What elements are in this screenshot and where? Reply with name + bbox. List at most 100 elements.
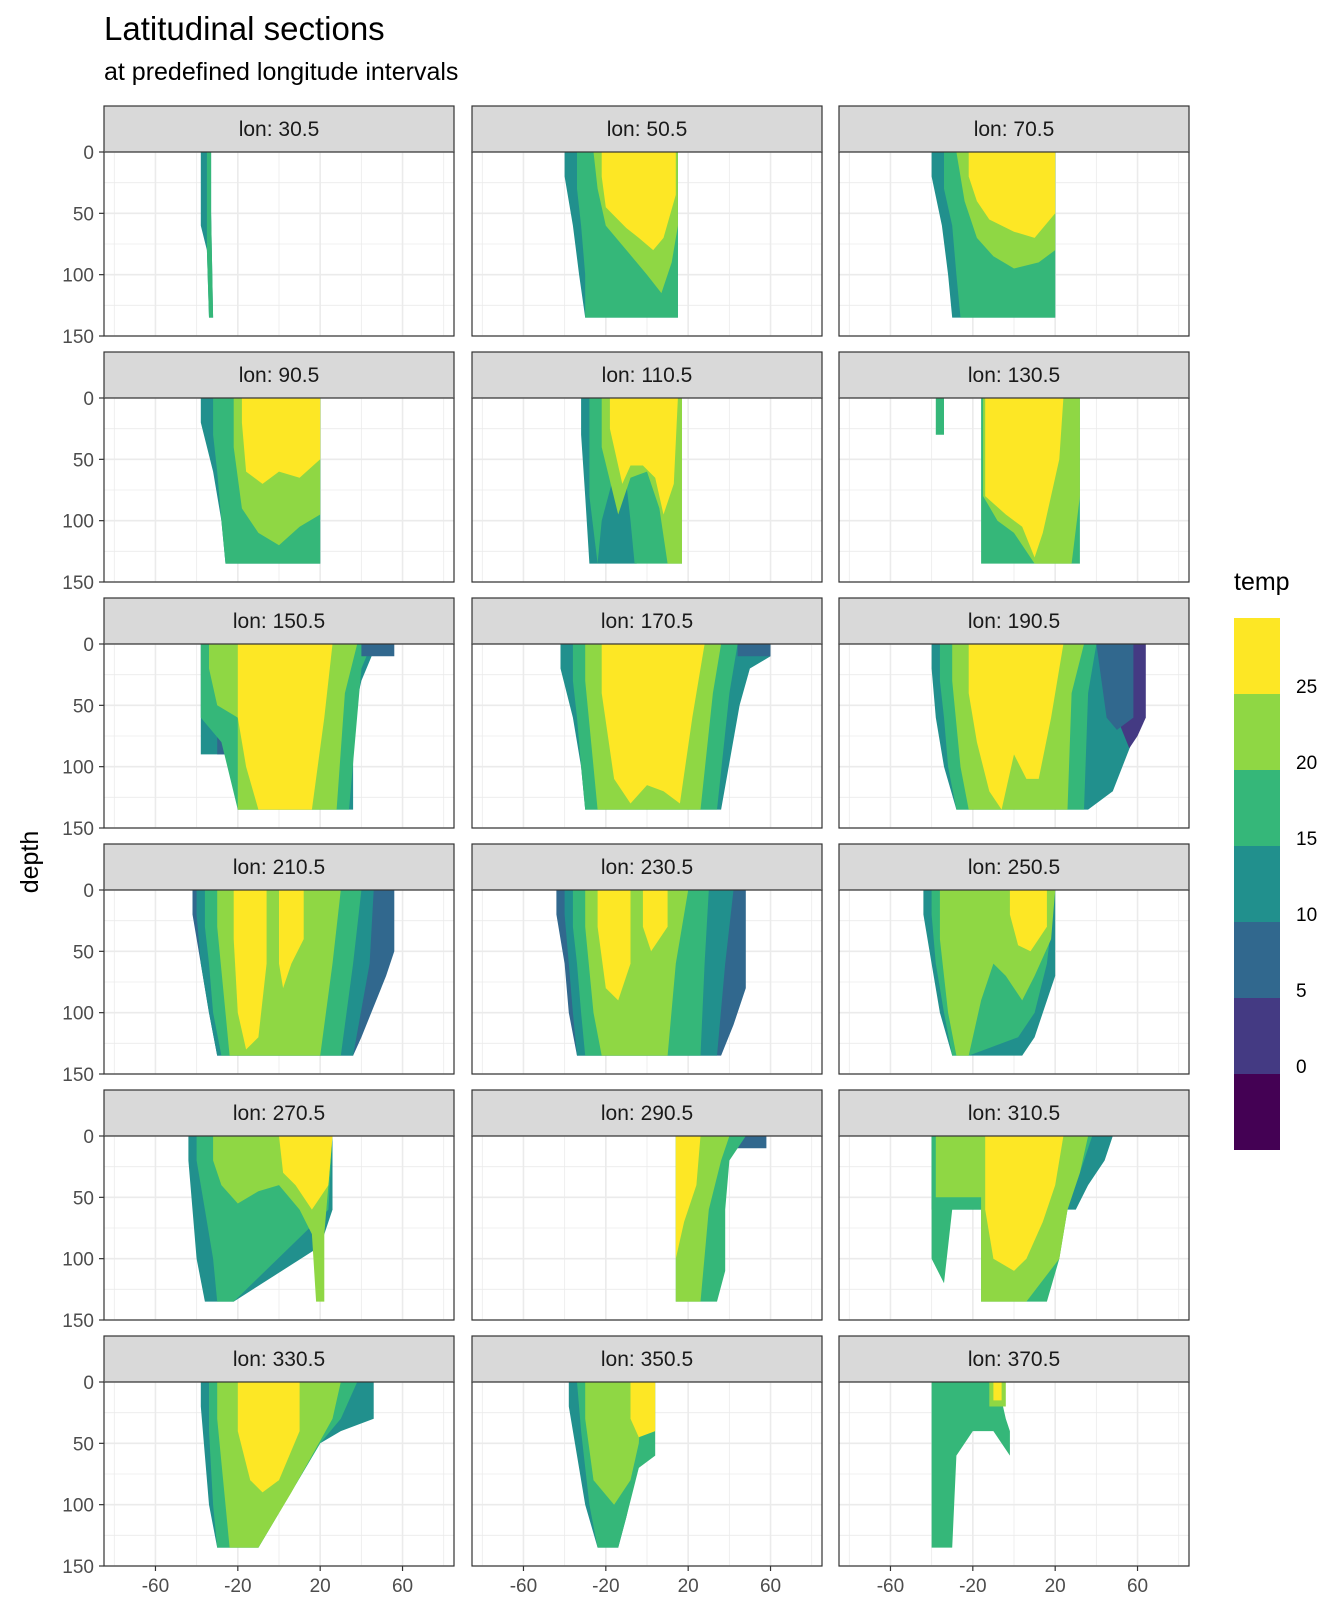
x-tick-label: 20: [310, 1576, 331, 1597]
y-tick-label: 150: [62, 327, 94, 348]
facet-strip: [103, 1089, 455, 1137]
contour-region: [361, 644, 395, 657]
facet-strip: [838, 1089, 1190, 1137]
contour-region: [1009, 890, 1047, 952]
contour-region: [642, 890, 668, 952]
panel-border: [471, 1135, 823, 1321]
panel-border: [838, 1381, 1190, 1567]
facet-strip: [471, 1335, 823, 1383]
y-tick-label: 50: [73, 696, 94, 717]
x-tick-label: -60: [510, 1576, 537, 1597]
facet-panel: lon: 350.5 -60 -20 20 60: [471, 1335, 823, 1597]
facet-strip: [103, 351, 455, 399]
facet-panel: lon: 110.5: [471, 351, 823, 583]
facet-label: lon: 110.5: [602, 364, 693, 387]
panel-border: [103, 397, 455, 583]
panel-border: [103, 643, 455, 829]
facet-panel: lon: 210.5 0 50 100 150: [62, 843, 455, 1086]
chart-subtitle: at predefined longitude intervals: [104, 58, 459, 86]
legend-label: 20: [1296, 753, 1317, 774]
contour-region: [675, 1136, 701, 1259]
y-tick-label: 150: [62, 573, 94, 594]
contour-region: [993, 1382, 1002, 1401]
legend-label: 5: [1296, 981, 1307, 1002]
facet-panel: lon: 170.5: [471, 597, 823, 829]
facet-strip: [471, 843, 823, 891]
y-tick-label: 0: [83, 1127, 94, 1148]
panel-border: [103, 1381, 455, 1567]
y-tick-label: 0: [83, 389, 94, 410]
panel-border: [471, 397, 823, 583]
facet-panel: lon: 150.5 0 50 100 150: [62, 597, 455, 840]
facet-panel: lon: 250.5: [838, 843, 1190, 1075]
facet-strip: [471, 1089, 823, 1137]
contour-region: [609, 398, 678, 515]
y-tick-label: 150: [62, 1065, 94, 1086]
facet-strip: [838, 1335, 1190, 1383]
legend-color-bin: [1234, 846, 1280, 922]
panel-border: [838, 643, 1190, 829]
facet-strip: [838, 105, 1190, 153]
contour-region: [968, 152, 1056, 238]
contour-region: [931, 1382, 1010, 1548]
y-tick-label: 50: [73, 1188, 94, 1209]
contour-region: [206, 152, 214, 318]
contour-region: [985, 398, 1064, 558]
y-tick-label: 0: [83, 143, 94, 164]
y-tick-label: 50: [73, 204, 94, 225]
y-tick-label: 100: [62, 1250, 94, 1271]
legend-color-bin: [1234, 998, 1280, 1074]
x-tick-label: -20: [592, 1576, 619, 1597]
x-tick-label: -20: [959, 1576, 986, 1597]
panel-border: [471, 643, 823, 829]
facet-label: lon: 230.5: [601, 856, 693, 879]
x-tick-label: -20: [224, 1576, 251, 1597]
facet-strip: [838, 843, 1190, 891]
legend-label: 0: [1296, 1057, 1307, 1078]
contour-region: [601, 152, 676, 251]
facet-strip: [838, 597, 1190, 645]
facet-panel: lon: 270.5 0 50 100 150: [62, 1089, 455, 1332]
contour-region: [968, 644, 1064, 810]
facet-panel: lon: 50.5: [471, 105, 823, 337]
x-tick-label: 20: [678, 1576, 699, 1597]
facet-strip: [471, 351, 823, 399]
facet-panel: lon: 190.5: [838, 597, 1190, 829]
panel-border: [471, 151, 823, 337]
facet-label: lon: 190.5: [968, 610, 1060, 633]
panel-border: [838, 397, 1190, 583]
panel-border: [103, 889, 455, 1075]
legend-color-bin: [1234, 1074, 1280, 1150]
facet-label: lon: 130.5: [968, 364, 1060, 387]
contour-region: [237, 1382, 300, 1493]
y-tick-label: 100: [62, 266, 94, 287]
y-tick-label: 0: [83, 1373, 94, 1394]
y-tick-label: 50: [73, 450, 94, 471]
facet-panel: lon: 30.5 0 50 100 150: [62, 105, 455, 348]
contour-region: [737, 644, 771, 657]
panel-border: [838, 889, 1190, 1075]
x-tick-label: 60: [392, 1576, 413, 1597]
facet-panel: lon: 330.5 0 50 100 150 -60 -20 20 60: [62, 1335, 455, 1597]
legend: temp 25 20 15 10 5 0: [1234, 568, 1317, 1150]
facet-label: lon: 90.5: [239, 364, 320, 387]
panels-grid: lon: 30.5 0 50 100 150 lon: 50.5 lon: 70.5 lon:…: [62, 105, 1190, 1597]
contour-region: [935, 398, 944, 435]
facet-label: lon: 310.5: [968, 1102, 1060, 1125]
y-tick-label: 50: [73, 1434, 94, 1455]
contour-region: [241, 398, 321, 484]
facet-label: lon: 150.5: [233, 610, 325, 633]
facet-strip: [838, 351, 1190, 399]
facet-label: lon: 210.5: [233, 856, 325, 879]
legend-color-bin: [1234, 922, 1280, 998]
facet-label: lon: 30.5: [239, 118, 320, 141]
legend-label: 15: [1296, 829, 1317, 850]
facet-label: lon: 350.5: [601, 1348, 693, 1371]
x-tick-label: -60: [877, 1576, 904, 1597]
legend-color-bin: [1234, 618, 1280, 694]
x-tick-label: 20: [1045, 1576, 1066, 1597]
facet-panel: lon: 90.5 0 50 100 150: [62, 351, 455, 594]
legend-title: temp: [1234, 568, 1290, 596]
panel-border: [838, 1135, 1190, 1321]
legend-color-bin: [1234, 770, 1280, 846]
